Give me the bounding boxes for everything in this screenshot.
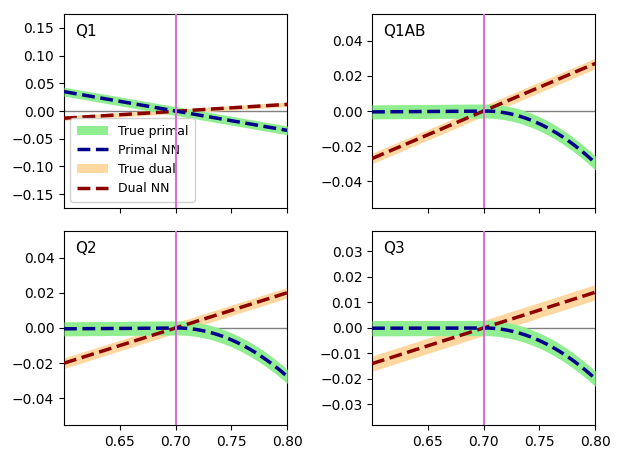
Legend: True primal, Primal NN, True dual, Dual NN: True primal, Primal NN, True dual, Dual …: [70, 118, 195, 202]
Text: Q2: Q2: [75, 241, 97, 256]
Text: Q1AB: Q1AB: [383, 24, 426, 39]
Text: Q3: Q3: [383, 241, 405, 256]
Text: Q1: Q1: [75, 24, 97, 39]
